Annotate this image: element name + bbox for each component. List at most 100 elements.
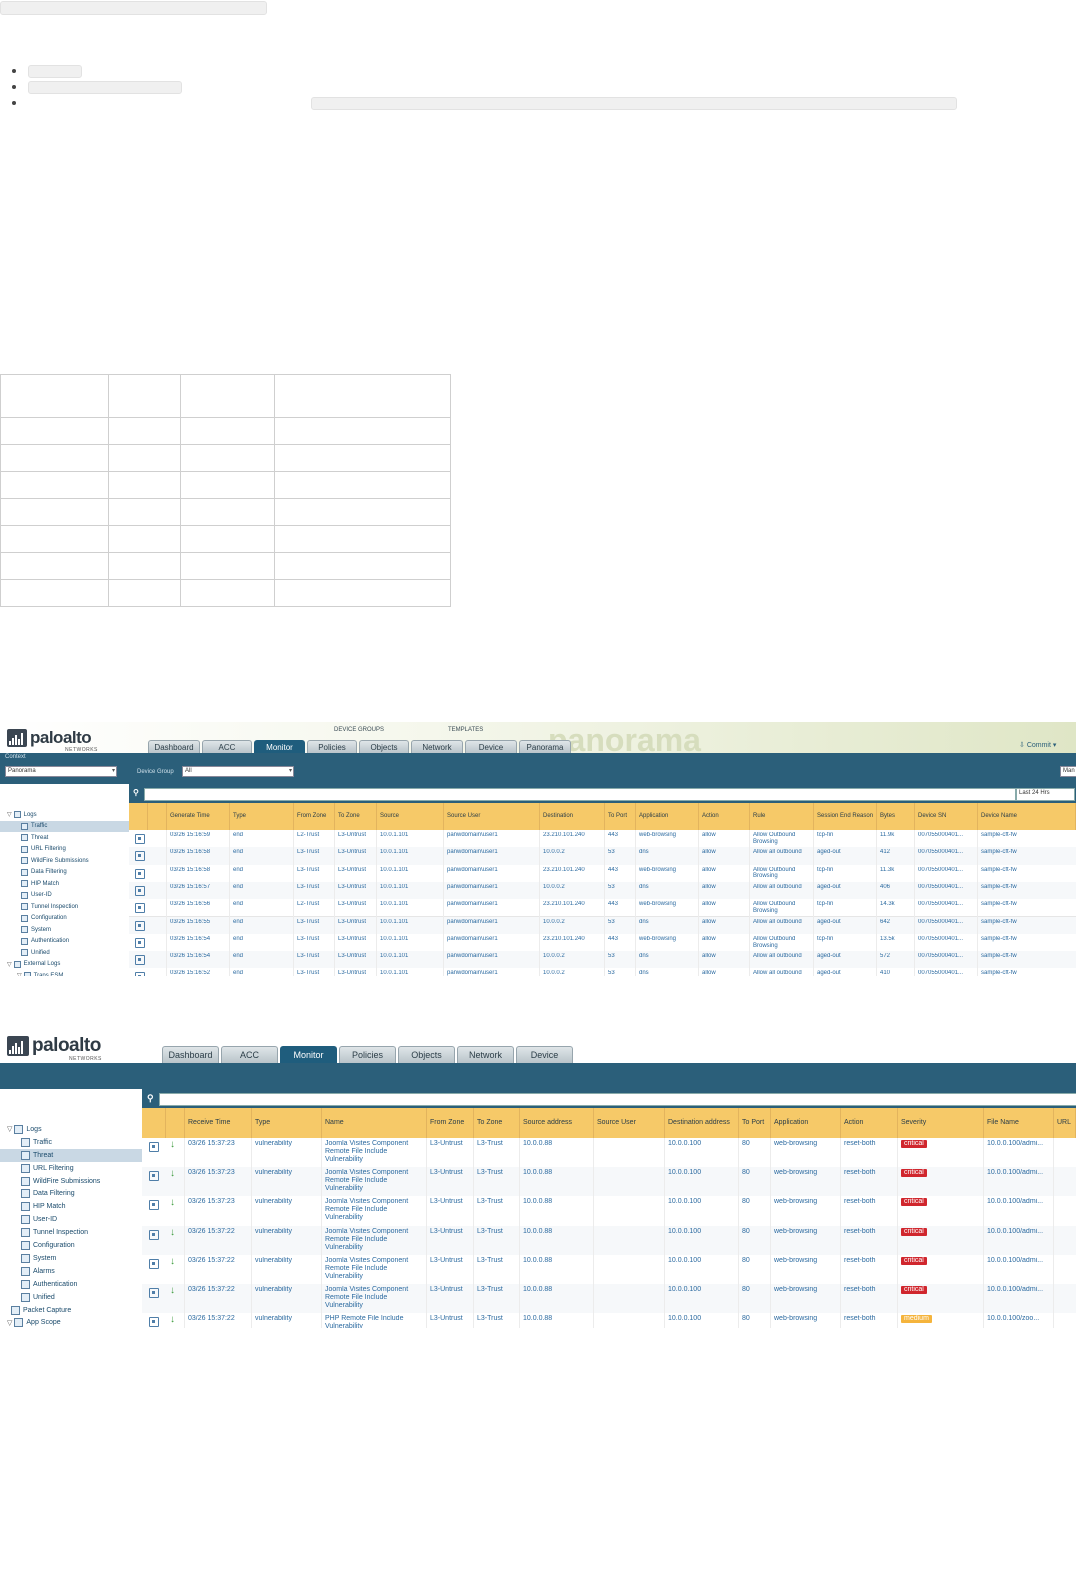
log-detail-icon[interactable] — [135, 955, 145, 966]
table-row[interactable]: ↓ 03/26 15:37:22 vulnerability Joomla Visit… — [142, 1254, 1076, 1285]
log-detail-icon[interactable] — [135, 903, 145, 914]
search-icon[interactable]: ⚲ — [147, 1093, 154, 1103]
tree-item-logs[interactable]: ▽ Logs — [0, 1123, 142, 1136]
table-row[interactable]: 03/26 15:16:58 end L3-Trust L3-Untrust 10.0.… — [129, 847, 1076, 866]
download-pcap-icon[interactable]: ↓ — [170, 1226, 175, 1238]
tab-acc[interactable]: ACC — [202, 740, 252, 753]
column-header-source[interactable]: Source — [377, 803, 444, 830]
tab-device[interactable]: Device — [465, 740, 517, 753]
column-header-url[interactable]: URL — [1054, 1108, 1076, 1138]
download-pcap-icon[interactable]: ↓ — [170, 1197, 175, 1209]
table-row[interactable]: 03/26 15:16:56 end L2-Trust L3-Untrust 10.0.… — [129, 899, 1076, 918]
tree-item-app-scope[interactable]: ▽ App Scope — [0, 1317, 142, 1329]
table-row[interactable]: ↓ 03/26 15:37:23 vulnerability Joomla Visit… — [142, 1167, 1076, 1198]
log-detail-icon[interactable] — [135, 972, 145, 976]
tree-item-configuration[interactable]: Configuration — [0, 1239, 142, 1252]
device-group-select[interactable]: All ▾ — [182, 766, 294, 777]
tab-policies[interactable]: Policies — [339, 1046, 396, 1063]
download-pcap-icon[interactable]: ↓ — [170, 1139, 175, 1150]
tab-dashboard[interactable]: Dashboard — [148, 740, 200, 753]
table-row[interactable]: ↓ 03/26 15:37:23 vulnerability Joomla Visit… — [142, 1138, 1076, 1169]
tree-item-user-id[interactable]: User-ID — [0, 1213, 142, 1226]
column-header-session-end-reason[interactable]: Session End Reason — [814, 803, 877, 830]
table-row[interactable]: ↓ 03/26 15:37:22 vulnerability PHP Remote F… — [142, 1313, 1076, 1328]
log-detail-icon[interactable] — [135, 937, 145, 948]
column-header-action[interactable]: Action — [699, 803, 750, 830]
tree-item-traffic[interactable]: Traffic — [0, 820, 129, 832]
table-row[interactable]: 03/26 15:16:57 end L3-Trust L3-Untrust 10.0.… — [129, 881, 1076, 901]
tree-item-wildfire-submissions[interactable]: WildFire Submissions — [0, 1175, 142, 1188]
column-header-file-name[interactable]: File Name — [984, 1108, 1054, 1138]
column-header-bytes[interactable]: Bytes — [877, 803, 915, 830]
tree-item-data-filtering[interactable]: Data Filtering — [0, 867, 129, 879]
tree-item-url-filtering[interactable]: URL Filtering — [0, 1162, 142, 1175]
tree-item-traps-esm[interactable]: ▽ Traps ESM — [0, 970, 129, 976]
log-detail-icon[interactable] — [149, 1258, 159, 1269]
tree-item-unified[interactable]: Unified — [0, 1291, 142, 1304]
filter-input[interactable] — [159, 1093, 1076, 1106]
tree-item-threat[interactable]: Threat — [0, 1148, 142, 1162]
tree-item-configuration[interactable]: Configuration — [0, 913, 129, 925]
expand-toggle-icon[interactable]: ▽ — [7, 961, 12, 968]
column-header-name[interactable]: Name — [322, 1108, 427, 1138]
column-header-to-port[interactable]: To Port — [739, 1108, 771, 1138]
table-row[interactable]: 03/26 15:16:54 end L3-Trust L3-Untrust 10.0.… — [129, 933, 1076, 953]
tree-item-url-filtering[interactable]: URL Filtering — [0, 844, 129, 856]
column-header-device-sn[interactable]: Device SN — [915, 803, 978, 830]
tree-item-data-filtering[interactable]: Data Filtering — [0, 1188, 142, 1201]
log-detail-icon[interactable] — [135, 920, 145, 931]
log-detail-icon[interactable] — [149, 1171, 159, 1182]
column-header-to-port[interactable]: To Port — [605, 803, 636, 830]
tree-item-external-logs[interactable]: ▽ External Logs — [0, 959, 129, 971]
table-row[interactable]: 03/26 15:16:52 end L3-Trust L3-Untrust 10.0.… — [129, 968, 1076, 976]
expand-toggle-icon[interactable]: ▽ — [17, 972, 22, 976]
log-detail-icon[interactable] — [149, 1142, 159, 1152]
column-header-to-zone[interactable]: To Zone — [335, 803, 377, 830]
tree-item-wildfire-submissions[interactable]: WildFire Submissions — [0, 855, 129, 867]
log-detail-icon[interactable] — [135, 885, 145, 896]
column-header-type[interactable]: Type — [230, 803, 294, 830]
tree-item-threat[interactable]: Threat — [0, 832, 129, 844]
column-header-from-zone[interactable]: From Zone — [427, 1108, 474, 1138]
tree-item-authentication[interactable]: Authentication — [0, 936, 129, 948]
tab-objects[interactable]: Objects — [359, 740, 409, 753]
tree-item-packet-capture[interactable]: Packet Capture — [0, 1304, 142, 1317]
tree-item-hip-match[interactable]: HIP Match — [0, 1200, 142, 1213]
context-select[interactable]: Panorama ▾ — [5, 766, 117, 777]
log-detail-icon[interactable] — [135, 851, 145, 862]
tree-item-system[interactable]: System — [0, 924, 129, 936]
tree-item-user-id[interactable]: User-ID — [0, 890, 129, 902]
tab-monitor[interactable]: Monitor — [254, 740, 305, 753]
column-header-application[interactable]: Application — [636, 803, 699, 830]
tree-item-system[interactable]: System — [0, 1252, 142, 1265]
tab-acc[interactable]: ACC — [221, 1046, 278, 1063]
download-pcap-icon[interactable]: ↓ — [170, 1168, 175, 1180]
manual-select[interactable]: Man — [1060, 766, 1076, 777]
column-header-severity[interactable]: Severity — [898, 1108, 984, 1138]
tree-item-traffic[interactable]: Traffic — [0, 1136, 142, 1149]
tree-item-tunnel-inspection[interactable]: Tunnel Inspection — [0, 901, 129, 913]
tree-item-unified[interactable]: Unified — [0, 947, 129, 959]
tree-item-hip-match[interactable]: HIP Match — [0, 878, 129, 890]
table-row[interactable]: ↓ 03/26 15:37:22 vulnerability Joomla Visit… — [142, 1225, 1076, 1256]
table-row[interactable]: 03/26 15:16:55 end L3-Trust L3-Untrust 10.0.… — [129, 916, 1076, 935]
tab-policies[interactable]: Policies — [307, 740, 357, 753]
search-icon[interactable]: ⚲ — [133, 788, 139, 797]
table-row[interactable]: 03/26 15:16:59 end L2-Trust L3-Untrust 10.0.… — [129, 830, 1076, 849]
tab-network[interactable]: Network — [411, 740, 463, 753]
tree-item-tunnel-inspection[interactable]: Tunnel Inspection — [0, 1226, 142, 1239]
tree-item-alarms[interactable]: Alarms — [0, 1265, 142, 1278]
column-header-rule[interactable]: Rule — [750, 803, 814, 830]
tab-objects[interactable]: Objects — [398, 1046, 455, 1063]
log-detail-icon[interactable] — [135, 834, 145, 844]
table-row[interactable]: ↓ 03/26 15:37:23 vulnerability Joomla Visit… — [142, 1196, 1076, 1227]
column-header-to-zone[interactable]: To Zone — [474, 1108, 520, 1138]
column-header-source-address[interactable]: Source address — [520, 1108, 594, 1138]
expand-toggle-icon[interactable]: ▽ — [7, 1126, 13, 1134]
expand-toggle-icon[interactable]: ▽ — [7, 812, 12, 819]
filter-input[interactable] — [144, 788, 1016, 801]
time-range-select[interactable]: Last 24 Hrs — [1016, 788, 1075, 801]
log-detail-icon[interactable] — [149, 1288, 159, 1298]
column-header-receive-time[interactable]: Receive Time — [185, 1108, 252, 1138]
commit-button[interactable]: ⇩ Commit ▾ — [1019, 742, 1057, 749]
